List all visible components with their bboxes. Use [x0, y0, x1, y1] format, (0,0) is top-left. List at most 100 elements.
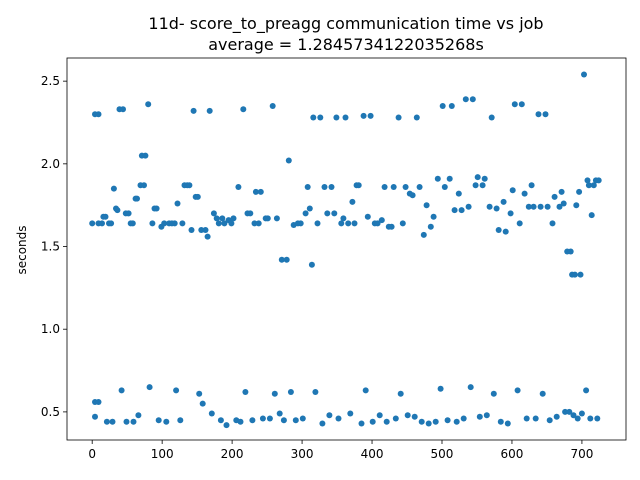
data-point — [462, 96, 469, 103]
data-point — [103, 418, 110, 425]
y-axis-ticks: 0.5 1.0 1.5 2.0 2.5 — [41, 74, 67, 419]
data-point — [402, 184, 409, 190]
data-point — [123, 418, 130, 425]
data-point — [210, 210, 217, 217]
data-point — [109, 418, 116, 425]
data-point — [427, 223, 434, 230]
data-point — [594, 415, 601, 422]
data-point — [247, 210, 254, 217]
data-point — [208, 410, 215, 417]
data-point — [355, 182, 362, 189]
data-point — [409, 192, 416, 199]
data-point — [271, 390, 278, 397]
data-point — [509, 187, 516, 194]
data-point — [458, 207, 465, 214]
data-point — [542, 111, 549, 118]
data-point — [381, 184, 388, 190]
data-point — [149, 220, 156, 227]
data-point — [495, 227, 502, 233]
data-point — [259, 415, 266, 422]
data-point — [483, 412, 490, 419]
data-point — [374, 220, 381, 227]
data-point — [95, 399, 102, 405]
data-point — [202, 227, 209, 233]
data-point — [376, 412, 383, 419]
data-point — [135, 412, 142, 419]
data-point — [306, 205, 313, 212]
data-point — [388, 223, 395, 230]
data-point — [576, 188, 583, 195]
data-point — [528, 182, 535, 189]
data-point — [198, 227, 205, 233]
data-point — [467, 384, 474, 391]
data-point — [163, 418, 170, 425]
data-point — [264, 215, 271, 222]
data-point — [153, 205, 160, 212]
data-point — [92, 413, 98, 420]
data-point — [539, 390, 546, 397]
data-point — [490, 390, 497, 397]
y-axis-label: seconds — [15, 225, 29, 274]
data-point — [161, 220, 168, 227]
data-point — [125, 210, 132, 217]
data-point — [507, 210, 514, 217]
data-point — [217, 417, 224, 424]
data-point — [574, 415, 581, 422]
data-point — [331, 210, 338, 217]
x-tick-label: 200 — [221, 447, 244, 461]
data-point — [481, 175, 488, 182]
data-point — [588, 212, 595, 219]
data-point — [523, 415, 530, 422]
data-point — [404, 412, 411, 419]
data-point — [425, 420, 432, 427]
data-point — [120, 106, 126, 113]
data-point — [308, 261, 315, 268]
data-point — [390, 184, 397, 190]
data-point — [146, 384, 153, 391]
data-point — [453, 418, 460, 425]
data-point — [342, 114, 349, 121]
data-point — [177, 417, 184, 424]
data-point — [595, 177, 602, 184]
data-point — [530, 203, 537, 210]
data-point — [521, 190, 528, 197]
y-tick-label: 2.0 — [41, 157, 60, 171]
data-point — [333, 114, 340, 121]
data-point — [556, 203, 563, 210]
data-point — [142, 152, 149, 159]
data-point — [446, 175, 453, 182]
data-point — [573, 202, 580, 209]
data-point — [535, 111, 542, 118]
data-point — [110, 185, 117, 192]
data-point — [476, 413, 483, 420]
x-tick-label: 600 — [501, 447, 524, 461]
data-point — [326, 412, 333, 419]
data-point — [567, 248, 574, 255]
data-point — [358, 420, 365, 427]
data-point — [145, 101, 152, 108]
data-point — [269, 103, 276, 109]
data-point — [299, 415, 306, 422]
data-point — [312, 389, 319, 395]
data-point — [257, 188, 264, 195]
data-point — [432, 418, 439, 425]
data-point — [549, 220, 556, 227]
data-point — [395, 114, 402, 121]
data-point — [584, 177, 591, 184]
data-point — [546, 417, 553, 424]
data-point — [242, 389, 249, 395]
data-point — [437, 385, 444, 392]
data-point — [392, 415, 399, 422]
data-point — [349, 198, 356, 205]
data-point — [585, 182, 592, 189]
data-point — [360, 112, 367, 119]
data-point — [411, 413, 418, 420]
data-point — [304, 184, 311, 190]
data-point — [278, 256, 285, 263]
data-point — [338, 220, 345, 227]
data-point — [544, 203, 551, 210]
data-point — [194, 193, 201, 200]
data-point — [219, 215, 226, 222]
data-point — [460, 415, 467, 422]
data-point — [114, 207, 121, 214]
